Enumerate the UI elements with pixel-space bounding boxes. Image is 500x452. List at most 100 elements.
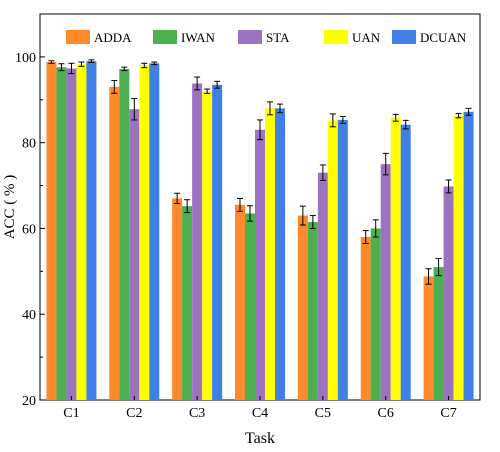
x-tick-label: C3: [189, 406, 205, 421]
errorbar-sta-c7: [445, 179, 452, 194]
errorbar-adda-c3: [174, 192, 181, 205]
errorbar-uan-c7: [455, 113, 462, 119]
errorbar-adda-c2: [111, 79, 118, 94]
errorbar-dcuan-c6: [402, 119, 409, 130]
bar-dcuan-c3: [212, 84, 223, 401]
bar-dcuan-c7: [463, 111, 474, 400]
bar-iwan-c1: [56, 67, 67, 400]
legend-item-adda: ADDA: [66, 30, 132, 45]
bar-sta-c6: [380, 164, 391, 400]
errorbar-iwan-c2: [121, 66, 128, 72]
bar-iwan-c7: [433, 267, 444, 400]
legend-item-dcuan: DCUAN: [392, 30, 467, 45]
errorbar-iwan-c7: [435, 257, 442, 277]
bar-sta-c4: [255, 129, 265, 401]
bar-dcuan-c6: [400, 124, 411, 401]
errorbar-uan-c3: [204, 88, 211, 94]
bar-uan-c5: [327, 120, 338, 400]
errorbar-adda-c7: [425, 268, 432, 285]
errorbar-dcuan-c4: [277, 103, 283, 114]
bar-sta-c5: [317, 172, 328, 400]
y-tick-label: 40: [22, 308, 36, 323]
bar-iwan-c5: [307, 222, 318, 400]
legend-label: STA: [266, 30, 290, 45]
x-tick-label: C6: [378, 406, 394, 421]
errorbar-sta-c2: [131, 97, 138, 121]
x-tick-label: C7: [440, 406, 456, 421]
y-tick-label: 80: [22, 137, 36, 152]
errorbar-iwan-c4: [247, 205, 253, 222]
x-axis: C1 C2 C3 C4 C5 C6 C7: [63, 396, 457, 421]
legend-label: UAN: [352, 30, 381, 45]
bar-uan-c1: [76, 64, 87, 401]
legend-label: DCUAN: [420, 30, 467, 45]
bar-adda-c2: [109, 86, 120, 401]
errorbar-dcuan-c2: [151, 61, 158, 66]
bar-adda-c4: [235, 204, 245, 400]
y-tick-label: 100: [15, 51, 36, 66]
bar-uan-c4: [265, 108, 275, 400]
errorbar-sta-c3: [194, 76, 201, 91]
bar-sta-c2: [129, 109, 140, 401]
legend-label: ADDA: [94, 30, 132, 45]
legend-swatch: [392, 30, 416, 44]
legend: ADDA IWAN STA UAN DCUAN: [66, 30, 467, 45]
legend-swatch: [238, 30, 262, 44]
x-axis-title: Task: [245, 430, 275, 447]
x-tick-label: C1: [63, 406, 79, 421]
errorbar-dcuan-c5: [339, 116, 346, 124]
bar-uan-c7: [453, 115, 464, 400]
bars-layer: [46, 61, 474, 401]
errorbar-dcuan-c1: [88, 59, 95, 63]
errorbar-iwan-c3: [184, 199, 191, 214]
bar-adda-c7: [423, 276, 434, 400]
bar-dcuan-c1: [86, 61, 97, 401]
bar-iwan-c4: [245, 213, 255, 400]
legend-item-uan: UAN: [324, 30, 381, 45]
bar-uan-c6: [390, 117, 401, 401]
y-axis-title: ACC ( % ): [2, 175, 18, 240]
bar-iwan-c3: [182, 206, 193, 400]
errorbar-sta-c6: [382, 152, 389, 176]
legend-item-sta: STA: [238, 30, 290, 45]
bar-adda-c3: [172, 198, 183, 400]
bar-dcuan-c5: [337, 119, 348, 401]
errorbar-uan-c4: [267, 101, 273, 116]
bar-adda-c6: [360, 237, 371, 400]
y-axis: 20 40 60 80 100: [15, 51, 45, 409]
bar-iwan-c2: [119, 68, 130, 401]
errorbar-sta-c4: [257, 119, 263, 141]
legend-swatch: [66, 30, 90, 44]
errorbar-iwan-c1: [58, 63, 65, 72]
errorbar-uan-c2: [141, 62, 148, 69]
bar-dcuan-c4: [275, 108, 285, 400]
errorbar-uan-c6: [392, 113, 399, 122]
bar-sta-c7: [443, 186, 454, 400]
x-tick-label: C5: [315, 406, 331, 421]
y-tick-label: 60: [22, 222, 36, 237]
bar-uan-c2: [139, 65, 150, 400]
bar-dcuan-c2: [149, 63, 160, 400]
legend-swatch: [153, 30, 177, 44]
errorbar-iwan-c5: [309, 215, 316, 229]
errorbar-adda-c5: [299, 205, 306, 226]
x-tick-label: C4: [252, 406, 268, 421]
errorbars-layer: [48, 59, 472, 285]
bar-adda-c5: [297, 215, 308, 400]
legend-swatch: [324, 30, 348, 44]
errorbar-dcuan-c7: [465, 107, 472, 116]
bar-uan-c3: [202, 91, 213, 400]
legend-label: IWAN: [181, 30, 216, 45]
errorbar-iwan-c6: [372, 219, 379, 238]
bar-adda-c1: [46, 62, 57, 401]
errorbar-adda-c6: [362, 230, 369, 244]
bar-sta-c3: [192, 83, 203, 400]
errorbar-adda-c4: [237, 197, 243, 212]
x-tick-label: C2: [126, 406, 142, 421]
errorbar-uan-c1: [78, 61, 85, 67]
bar-sta-c1: [66, 68, 77, 401]
errorbar-sta-c1: [68, 62, 75, 75]
errorbar-adda-c1: [48, 60, 55, 64]
errorbar-uan-c5: [329, 113, 336, 128]
